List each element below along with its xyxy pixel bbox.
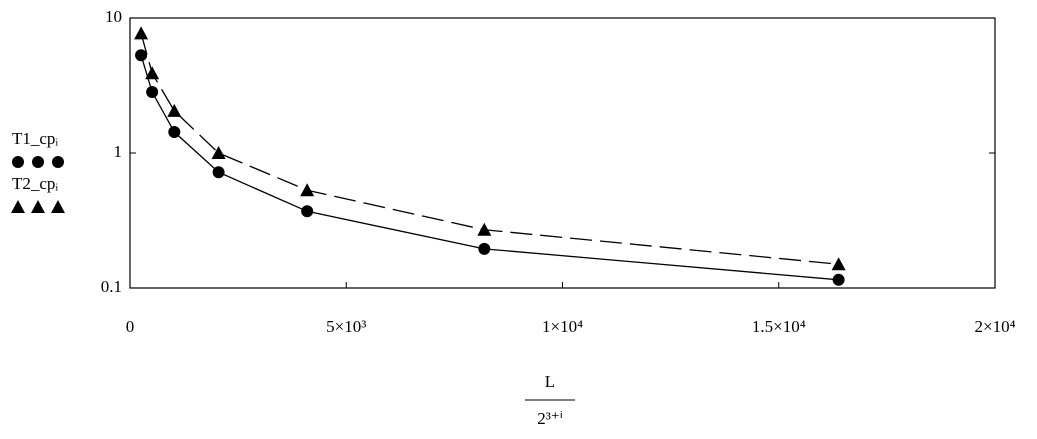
data-point: [135, 49, 148, 62]
series-line: [140, 33, 839, 265]
x-label-numerator: L: [545, 372, 555, 391]
legend-label: T1_cpᵢ: [12, 129, 58, 148]
data-point: [212, 166, 225, 179]
data-point: [301, 205, 314, 218]
legend-label: T2_cpᵢ: [12, 174, 58, 193]
data-point: [832, 273, 845, 286]
data-point: [168, 126, 181, 139]
data-point: [831, 257, 846, 271]
x-tick-label: 0: [126, 317, 135, 336]
data-point: [300, 183, 315, 197]
x-label-denominator: 2³⁺ⁱ: [537, 409, 563, 428]
legend-marker: [11, 200, 25, 213]
x-tick-label: 1.5×10⁴: [752, 317, 806, 336]
data-point: [134, 26, 149, 40]
y-tick-label: 0.1: [101, 277, 122, 296]
legend-marker: [51, 200, 65, 213]
data-point: [478, 242, 491, 255]
legend-marker: [12, 156, 24, 168]
data-point: [146, 86, 159, 99]
data-point: [211, 146, 226, 159]
x-tick-label: 2×10⁴: [974, 317, 1015, 336]
x-tick-label: 1×10⁴: [542, 317, 583, 336]
y-tick-label: 10: [105, 7, 122, 26]
x-tick-label: 5×10³: [326, 317, 366, 336]
legend-marker: [32, 156, 44, 168]
y-tick-label: 1: [114, 142, 123, 161]
series-line: [140, 55, 839, 281]
legend-marker: [31, 200, 45, 213]
data-point: [145, 66, 160, 80]
legend-marker: [52, 156, 64, 168]
plot-frame: [129, 17, 996, 289]
data-point: [477, 222, 492, 236]
data-point: [167, 103, 182, 117]
